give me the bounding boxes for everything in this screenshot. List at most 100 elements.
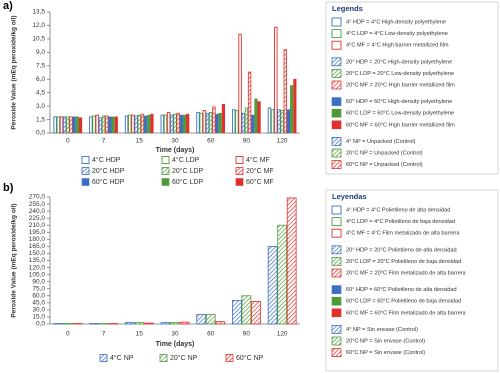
y-axis-title: Peroxide Value (mEq peroxide/kg oil) bbox=[11, 15, 18, 129]
bar bbox=[56, 116, 61, 134]
y-tick-label: 7,5 bbox=[36, 62, 45, 69]
bar bbox=[215, 321, 226, 325]
bar bbox=[205, 314, 216, 325]
bar bbox=[66, 116, 70, 134]
legend-swatch bbox=[225, 354, 234, 362]
bar bbox=[280, 110, 284, 134]
legend-swatch bbox=[331, 108, 342, 118]
x-tick-label: 0 bbox=[66, 331, 70, 338]
legend-item: 4° HDP = 4°C High-density polyethylene bbox=[346, 19, 446, 25]
bar bbox=[231, 109, 236, 134]
legend-swatch bbox=[331, 285, 342, 294]
y-axis-title: Peroxide Value (mEq peroxide/kg oil) bbox=[11, 203, 18, 317]
bar bbox=[286, 197, 297, 325]
bar bbox=[218, 112, 222, 134]
bar bbox=[72, 116, 76, 134]
legend-panel bbox=[325, 189, 499, 372]
bar bbox=[205, 112, 210, 134]
legend-label: 20°C NP bbox=[170, 354, 198, 362]
y-tick-label: 15,0 bbox=[32, 314, 45, 321]
legend-item: 60° HDP = 60°C Polietileno de alta densi… bbox=[346, 287, 457, 293]
bar bbox=[111, 116, 115, 134]
y-tick-label: 9,0 bbox=[36, 49, 45, 56]
bar bbox=[235, 110, 239, 134]
legend-swatch bbox=[331, 217, 342, 227]
legend-label: 60°C LDP bbox=[172, 178, 204, 186]
legend-swatch bbox=[331, 228, 342, 238]
bar bbox=[209, 111, 213, 134]
legend-swatch bbox=[81, 156, 90, 164]
y-tick-label: 4,5 bbox=[36, 89, 45, 96]
legend-swatch bbox=[331, 80, 342, 90]
legend-item: 20°C NP = Unpacked (Control) bbox=[346, 150, 423, 156]
bar bbox=[150, 113, 154, 134]
y-tick-label: 12,0 bbox=[32, 22, 45, 29]
legend-item: 20° HDP = 20°C High-density polyethylene bbox=[346, 59, 452, 65]
y-tick-label: 10,5 bbox=[32, 36, 45, 43]
bar bbox=[270, 109, 275, 134]
panel-label: a) bbox=[3, 0, 13, 12]
y-tick-label: 255,0 bbox=[29, 201, 46, 208]
x-tick-label: 15 bbox=[136, 138, 144, 145]
bar bbox=[196, 111, 200, 134]
bar bbox=[78, 117, 83, 134]
bar bbox=[89, 116, 93, 134]
x-tick-label: 7 bbox=[102, 138, 106, 145]
bar bbox=[186, 113, 190, 134]
bar bbox=[59, 116, 64, 134]
legend-item: 60°C MF = 60°C High barrier metallized f… bbox=[346, 122, 455, 128]
bar bbox=[232, 300, 242, 325]
legend-swatch bbox=[331, 148, 342, 158]
bar bbox=[290, 85, 294, 134]
legend-label: 20°C HDP bbox=[92, 167, 125, 175]
legend-swatch bbox=[331, 97, 342, 106]
legend-swatch bbox=[161, 178, 170, 186]
bar bbox=[244, 107, 249, 134]
y-tick-label: 165,0 bbox=[29, 243, 46, 250]
bar bbox=[241, 112, 245, 134]
bar bbox=[108, 116, 112, 134]
legend-label: 20°C MF bbox=[246, 167, 274, 175]
bar bbox=[202, 110, 207, 134]
y-tick-label: 105,0 bbox=[29, 271, 46, 278]
legend-swatch bbox=[235, 178, 244, 186]
legend-item: 4°C MF = 4°C Film metalizado de alta bar… bbox=[346, 231, 460, 237]
y-tick-label: 210,0 bbox=[29, 222, 46, 229]
legend-item: 60°C MF = 60°C Film metalizado de alta b… bbox=[346, 310, 467, 316]
x-tick-label: 30 bbox=[171, 138, 179, 145]
legend-swatch bbox=[99, 354, 108, 362]
legend-item: 60°C LDP = 60°C Low-density polyethylene bbox=[346, 111, 454, 117]
bar bbox=[251, 301, 261, 325]
x-tick-label: 90 bbox=[243, 331, 251, 338]
bar bbox=[267, 245, 278, 325]
bar bbox=[143, 322, 154, 325]
legend-item: 20°C MF = 20°C High barrier metallized f… bbox=[346, 82, 455, 88]
x-tick-label: 7 bbox=[102, 331, 106, 338]
legend-item: 4°C MF = 4°C High barrier metallized fil… bbox=[346, 43, 449, 49]
y-tick-label: 135,0 bbox=[29, 257, 46, 264]
bar bbox=[286, 109, 291, 134]
y-tick-label: 60,0 bbox=[32, 292, 45, 299]
y-tick-label: 180,0 bbox=[29, 236, 46, 243]
x-tick-label: 60 bbox=[207, 331, 215, 338]
legend-panel bbox=[325, 1, 499, 175]
y-tick-label: 75,0 bbox=[32, 285, 45, 292]
bar bbox=[293, 78, 297, 134]
y-tick-label: 225,0 bbox=[29, 215, 46, 222]
legend-swatch bbox=[331, 205, 342, 215]
bar bbox=[274, 26, 278, 134]
legend-item: 20° HDP = 20°C Polietileno de alta densi… bbox=[346, 247, 457, 253]
bar bbox=[221, 104, 225, 134]
bar bbox=[277, 109, 281, 134]
y-tick-label: 3,0 bbox=[36, 103, 45, 110]
legend-swatch bbox=[331, 268, 342, 278]
bar bbox=[247, 71, 252, 134]
bar bbox=[215, 113, 219, 134]
legend-label: 4°C NP bbox=[110, 354, 134, 362]
legend-item: 4°C LDP = 4°C Polietileno de baja densid… bbox=[346, 219, 455, 225]
bar bbox=[176, 112, 180, 134]
legend-swatch bbox=[331, 69, 342, 78]
y-tick-label: 45,0 bbox=[32, 300, 45, 307]
bar bbox=[144, 115, 148, 134]
